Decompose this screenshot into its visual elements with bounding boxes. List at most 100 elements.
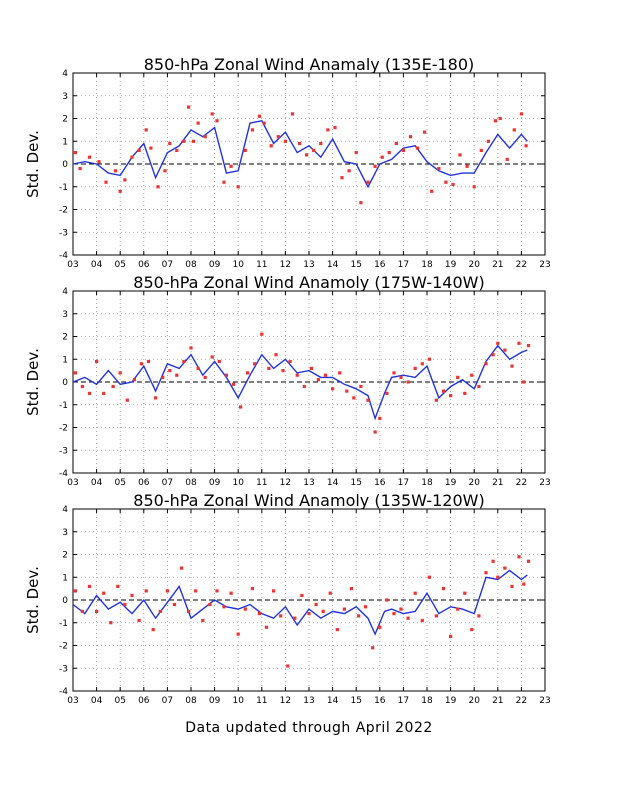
data-point — [168, 369, 172, 373]
data-point — [125, 398, 129, 402]
data-point — [165, 589, 169, 593]
data-point — [333, 126, 337, 130]
x-tick-label: 16 — [374, 478, 386, 488]
data-point — [458, 153, 462, 157]
data-point — [522, 582, 526, 586]
x-tick-label: 11 — [256, 260, 267, 270]
data-point — [87, 584, 92, 588]
data-point — [208, 602, 212, 607]
x-tick-label: 22 — [516, 260, 527, 270]
x-tick-label: 03 — [67, 260, 78, 270]
data-point — [472, 185, 476, 189]
data-point — [406, 616, 410, 620]
data-point — [451, 182, 455, 187]
x-tick-label: 05 — [114, 696, 125, 706]
data-point — [477, 614, 481, 618]
data-point — [222, 180, 226, 184]
data-point — [217, 359, 221, 364]
data-point — [491, 353, 495, 357]
data-point — [118, 371, 122, 375]
x-tick-label: 15 — [350, 260, 361, 270]
x-tick-label: 17 — [398, 696, 409, 706]
data-point — [373, 430, 377, 434]
x-tick-label: 15 — [350, 478, 361, 488]
data-point — [87, 391, 92, 395]
data-point — [517, 341, 521, 345]
data-point — [335, 628, 339, 632]
data-point — [215, 119, 219, 123]
x-tick-label: 10 — [232, 478, 244, 488]
data-point — [146, 359, 151, 364]
data-point — [118, 189, 122, 193]
data-point — [328, 591, 332, 595]
series-line — [72, 344, 528, 421]
data-point — [463, 391, 467, 395]
data-point — [373, 164, 377, 168]
data-point — [250, 128, 254, 132]
data-point — [359, 201, 363, 205]
data-point — [215, 589, 219, 593]
x-tick-label: 20 — [468, 478, 480, 488]
y-tick-label: 2 — [62, 551, 68, 561]
data-point — [189, 346, 193, 350]
data-point — [496, 575, 500, 579]
y-tick-label: 3 — [62, 310, 68, 320]
y-tick-label: -4 — [59, 251, 68, 261]
chart-panel-2: 03 04 05 06 07 08 09 10 11 12 13 14 15 16 17 18 19 20 21 22… — [24, 273, 551, 488]
data-point — [116, 584, 120, 588]
data-point — [342, 607, 346, 611]
data-point — [392, 612, 396, 616]
y-tick-label: 3 — [62, 92, 68, 102]
data-point — [102, 591, 106, 595]
data-point — [130, 593, 134, 598]
x-tick-label: 05 — [114, 478, 125, 488]
data-point — [394, 141, 398, 146]
x-tick-label: 08 — [185, 478, 197, 488]
data-point — [104, 180, 108, 184]
x-tick-label: 22 — [516, 478, 527, 488]
data-point — [385, 598, 389, 602]
data-point — [359, 384, 363, 389]
data-point — [201, 618, 205, 623]
data-point — [423, 130, 427, 134]
chart-panel-3: 03 04 05 06 07 08 09 10 11 12 13 14 15 16 17 18 19 20 21 22… — [24, 491, 551, 706]
x-tick-label: 09 — [209, 478, 221, 488]
x-tick-label: 07 — [162, 478, 173, 488]
data-point — [479, 148, 483, 152]
data-point — [413, 366, 417, 370]
x-tick-label: 08 — [185, 696, 197, 706]
data-point — [163, 169, 167, 173]
x-tick-label: 21 — [492, 260, 503, 270]
data-point — [224, 373, 228, 377]
chart-panels: 03 04 05 06 07 08 09 10 11 12 13 14 15 16 17 18 19 20 21 22… — [24, 55, 551, 706]
data-point — [246, 371, 250, 375]
data-point — [283, 139, 287, 143]
y-tick-label: 0 — [62, 596, 68, 606]
data-point — [113, 169, 118, 173]
y-tick-label: -1 — [59, 183, 68, 193]
x-tick-label: 10 — [232, 696, 244, 706]
data-point — [364, 605, 368, 609]
y-tick-label: -1 — [59, 619, 68, 629]
data-point — [274, 353, 278, 357]
data-point — [257, 612, 261, 616]
data-point — [314, 602, 318, 607]
data-point — [111, 384, 115, 389]
data-point — [196, 366, 200, 370]
x-tick-label: 20 — [468, 696, 480, 706]
data-point — [182, 139, 186, 143]
data-point — [354, 151, 358, 155]
data-point — [203, 375, 207, 379]
x-tick-label: 15 — [350, 696, 361, 706]
data-point — [137, 618, 141, 623]
data-point — [517, 555, 521, 559]
x-tick-label: 16 — [374, 260, 386, 270]
chart-title: 850-hPa Zonal Wind Anamaly (135E-180) — [144, 55, 475, 74]
data-point — [250, 587, 254, 591]
data-point — [187, 609, 191, 613]
y-axis-label: Std. Dev. — [24, 348, 42, 416]
data-point — [80, 609, 84, 613]
y-tick-label: 4 — [62, 505, 68, 515]
data-point — [437, 167, 441, 171]
